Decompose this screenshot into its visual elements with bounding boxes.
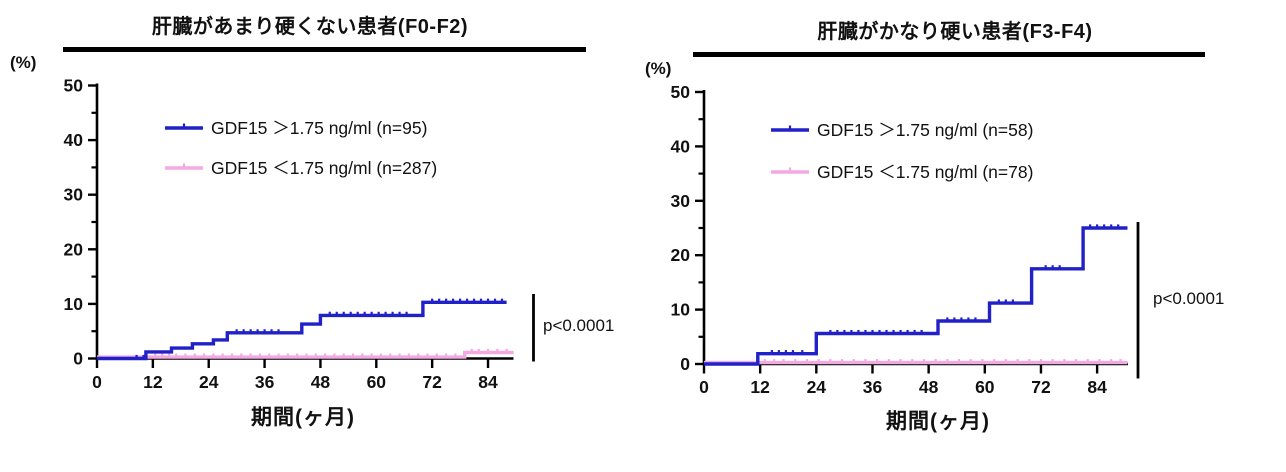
- series-line-gdf15-high: [704, 226, 1128, 366]
- x-tick-label: 48: [311, 372, 331, 392]
- x-tick-label: 36: [863, 377, 883, 397]
- survival-chart-f3f4: 肝臓がかなり硬い患者(F3-F4) (%) 0 10 20 30 40 50 0 12 24 36 48…: [645, 19, 1224, 433]
- y-tick-label: 10: [671, 300, 691, 320]
- title-underline: [63, 47, 586, 52]
- title-underline: [693, 52, 1205, 57]
- y-tick-label: 30: [671, 191, 691, 211]
- x-tick-label: 12: [750, 377, 770, 397]
- x-tick-label: 72: [422, 372, 442, 392]
- y-tick-label: 40: [64, 130, 84, 150]
- y-tick-label: 40: [671, 136, 691, 156]
- legend-label-gdf15-low: GDF15 ＜1.75 ng/ml (n=287): [211, 158, 437, 178]
- x-tick-label: 36: [255, 372, 275, 392]
- x-axis-label: 期間(ヶ月): [886, 410, 990, 433]
- legend-label-gdf15-low: GDF15 ＜1.75 ng/ml (n=78): [817, 162, 1033, 182]
- x-tick-label: 84: [1087, 377, 1107, 397]
- survival-chart-f0f2: 肝臓があまり硬くない患者(F0-F2) (%) 0 10 20 30 40 50 0 12 24 36…: [10, 14, 614, 429]
- y-tick-label: 0: [73, 349, 83, 369]
- legend-label-gdf15-high: GDF15 ＞1.75 ng/ml (n=95): [211, 118, 427, 138]
- p-value-label: p<0.0001: [1153, 289, 1224, 308]
- panel-title: 肝臓がかなり硬い患者(F3-F4): [817, 19, 1092, 43]
- series-line-gdf15-high: [97, 300, 507, 361]
- y-tick-label: 10: [64, 294, 84, 314]
- y-axis-unit-label: (%): [10, 53, 36, 72]
- panel-f3f4: 肝臓がかなり硬い患者(F3-F4) (%) 0 10 20 30 40 50 0 12 24 36 48…: [643, 0, 1286, 472]
- x-tick-label: 72: [1031, 377, 1051, 397]
- x-tick-label: 24: [199, 372, 219, 392]
- x-tick-label: 12: [143, 372, 163, 392]
- y-tick-label: 30: [64, 185, 84, 205]
- x-tick-label: 84: [478, 372, 498, 392]
- y-tick-label: 20: [671, 245, 691, 265]
- y-tick-label: 50: [64, 76, 84, 96]
- panel-f0f2: 肝臓があまり硬くない患者(F0-F2) (%) 0 10 20 30 40 50 0 12 24 36…: [10, 14, 614, 429]
- x-tick-label: 0: [699, 377, 709, 397]
- y-tick-label: 50: [671, 82, 691, 102]
- x-tick-label: 24: [807, 377, 827, 397]
- panel-title: 肝臓があまり硬くない患者(F0-F2): [152, 14, 468, 38]
- y-tick-label: 20: [64, 239, 84, 259]
- x-tick-label: 48: [919, 377, 939, 397]
- y-tick-label: 0: [680, 354, 690, 374]
- legend-label-gdf15-high: GDF15 ＞1.75 ng/ml (n=58): [817, 120, 1033, 140]
- x-tick-label: 60: [975, 377, 995, 397]
- p-value-label: p<0.0001: [543, 316, 614, 335]
- y-axis-unit-label: (%): [645, 59, 671, 78]
- x-tick-label: 0: [92, 372, 102, 392]
- x-axis-label: 期間(ヶ月): [251, 406, 355, 429]
- series-line-gdf15-low: [97, 350, 514, 359]
- x-tick-label: 60: [367, 372, 387, 392]
